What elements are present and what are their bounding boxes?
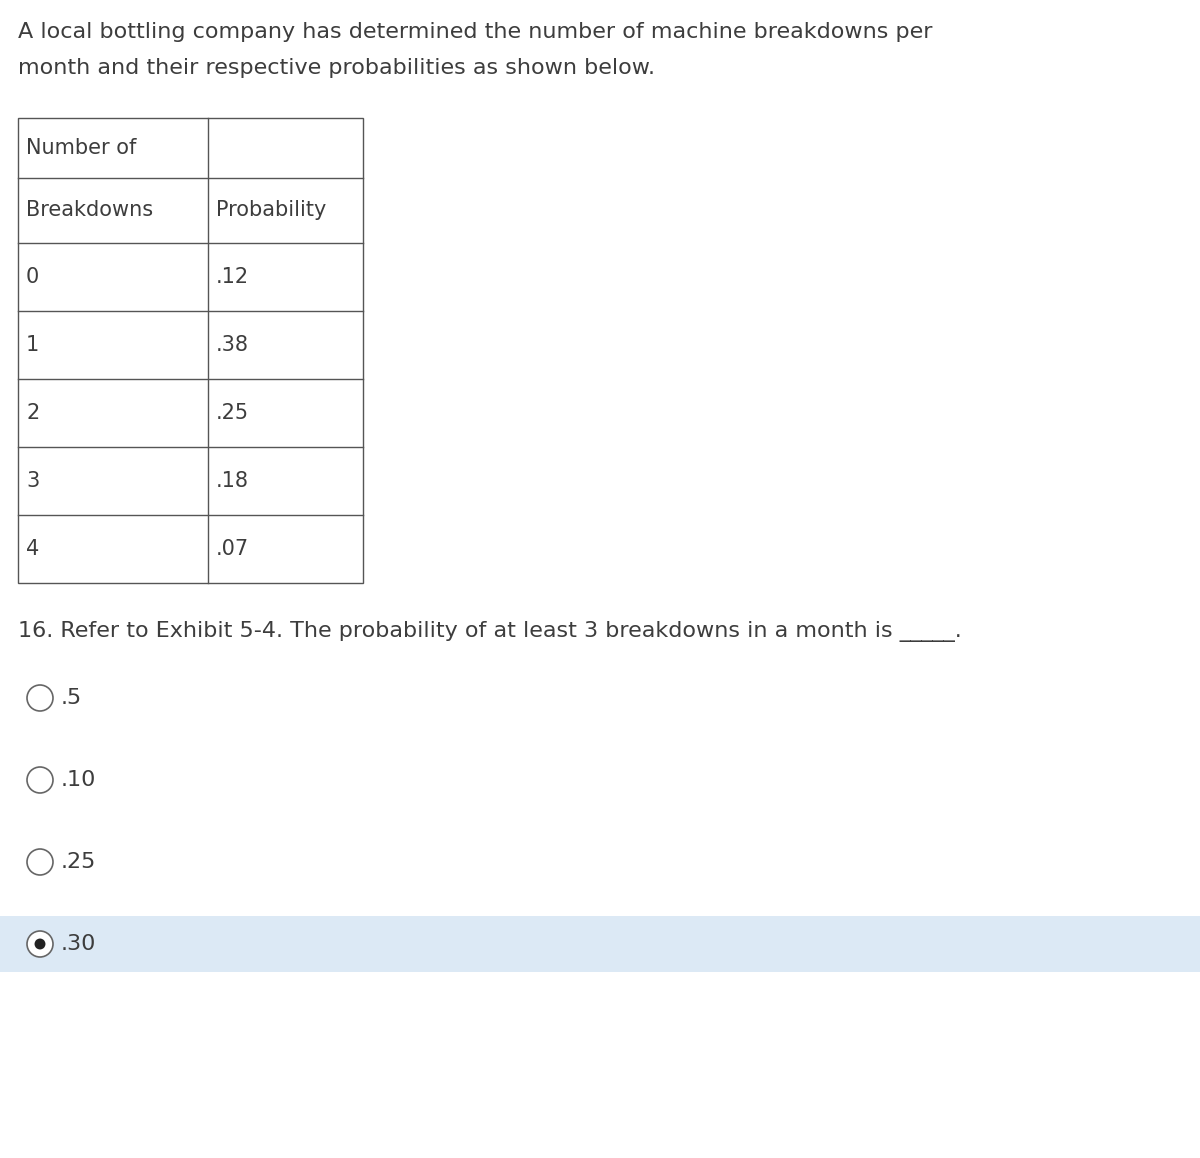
- Text: Breakdowns: Breakdowns: [26, 200, 154, 220]
- Text: A local bottling company has determined the number of machine breakdowns per: A local bottling company has determined …: [18, 22, 932, 42]
- Text: .07: .07: [216, 538, 250, 559]
- Text: .30: .30: [61, 935, 96, 954]
- Circle shape: [28, 849, 53, 875]
- Text: 4: 4: [26, 538, 40, 559]
- Text: .10: .10: [61, 770, 96, 790]
- Text: .25: .25: [61, 852, 96, 872]
- Text: Probability: Probability: [216, 200, 326, 220]
- Text: .12: .12: [216, 267, 250, 287]
- Text: .38: .38: [216, 335, 250, 356]
- Bar: [18, 118, 364, 582]
- Text: Number of: Number of: [26, 138, 137, 157]
- Text: 16. Refer to Exhibit 5-4. The probability of at least 3 breakdowns in a month is: 16. Refer to Exhibit 5-4. The probabilit…: [18, 621, 961, 642]
- Text: 2: 2: [26, 403, 40, 423]
- Text: .18: .18: [216, 471, 250, 491]
- Text: 1: 1: [26, 335, 40, 356]
- Text: 3: 3: [26, 471, 40, 491]
- Text: 0: 0: [26, 267, 40, 287]
- Text: .5: .5: [61, 688, 83, 708]
- Circle shape: [35, 938, 46, 950]
- Circle shape: [28, 686, 53, 711]
- Bar: [0, 916, 1200, 972]
- Text: .25: .25: [216, 403, 250, 423]
- Circle shape: [28, 931, 53, 957]
- Circle shape: [28, 767, 53, 793]
- Text: month and their respective probabilities as shown below.: month and their respective probabilities…: [18, 58, 655, 78]
